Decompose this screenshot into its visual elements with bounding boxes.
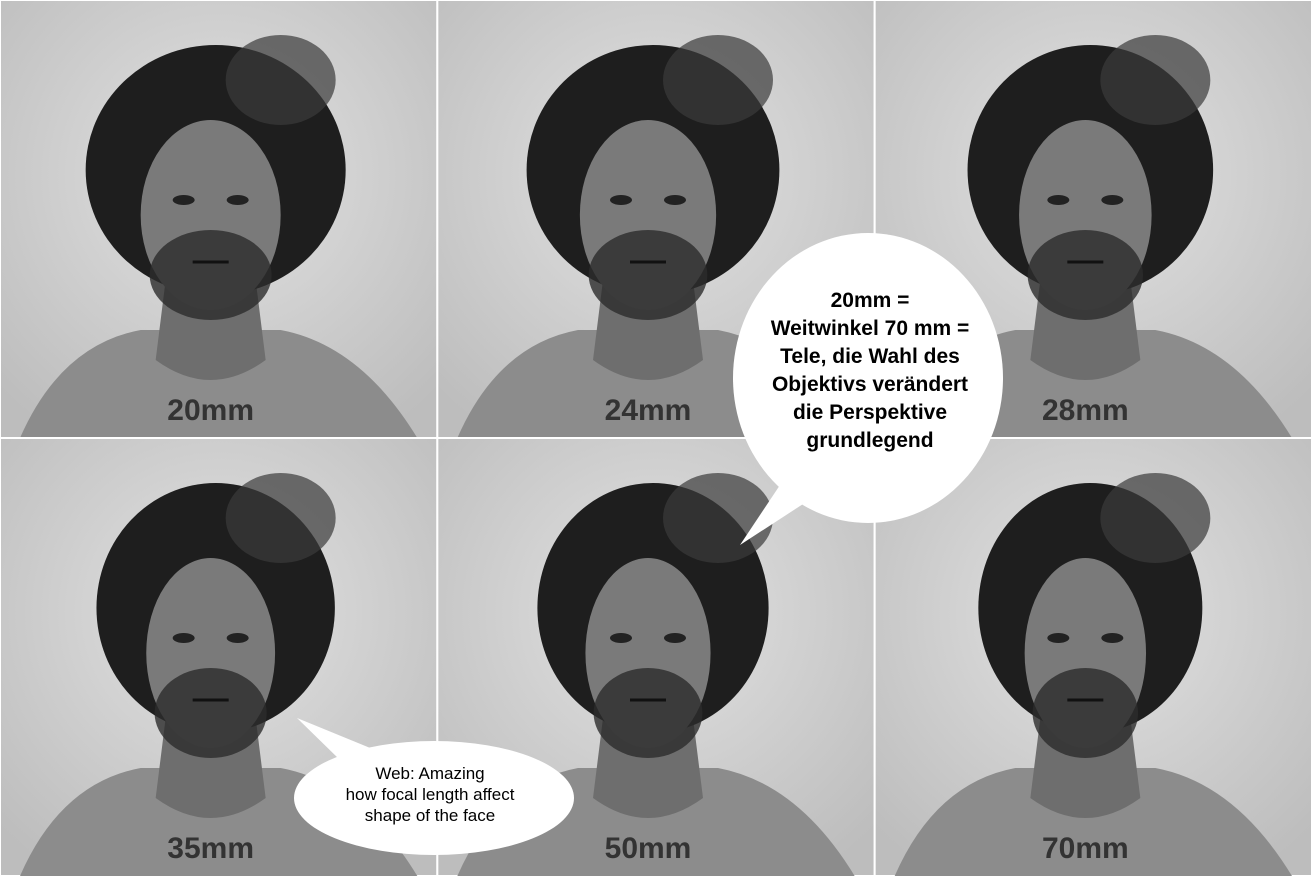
photo-collage: 20mm 24mm 28mm 35mm 50mm 70mm 20mm = Weitwinke… [0,0,1312,876]
photo-panel: 70mm [875,438,1312,876]
bubble-text: die Perspektive [793,401,947,424]
eye [664,195,686,205]
bubble-text: how focal length affect [346,785,515,804]
eye [664,633,686,643]
eye [1047,633,1069,643]
focal-length-label: 70mm [1042,832,1129,865]
focal-length-label: 28mm [1042,394,1129,427]
focal-length-label: 50mm [605,832,692,865]
eye [1101,195,1123,205]
bubble-text: grundlegend [806,429,933,452]
eye [610,633,632,643]
beard [1028,230,1143,320]
focal-length-label: 20mm [167,394,254,427]
bubble-text: 20mm = [831,289,910,312]
beard [594,668,703,758]
eye [173,633,195,643]
eye [227,195,249,205]
hair-tuft [663,35,773,125]
bubble-text: Weitwinkel 70 mm = [771,317,970,340]
bubble-text: Objektivs verändert [772,373,968,396]
hair-tuft [226,473,336,563]
beard [589,230,708,320]
hair-tuft [663,473,773,563]
beard [1033,668,1139,758]
bubble-text: shape of the face [365,806,495,825]
photo-panel: 20mm [0,0,437,438]
eye [173,195,195,205]
hair-tuft [1100,35,1210,125]
eye [1047,195,1069,205]
hair-tuft [1100,473,1210,563]
eye [227,633,249,643]
beard [150,230,272,320]
focal-length-label: 35mm [167,832,254,865]
bubble-text: Web: Amazing [375,764,484,783]
eye [1101,633,1123,643]
eye [610,195,632,205]
beard [155,668,267,758]
bubble-text: Tele, die Wahl des [780,345,960,368]
focal-length-label: 24mm [605,394,692,427]
hair-tuft [226,35,336,125]
